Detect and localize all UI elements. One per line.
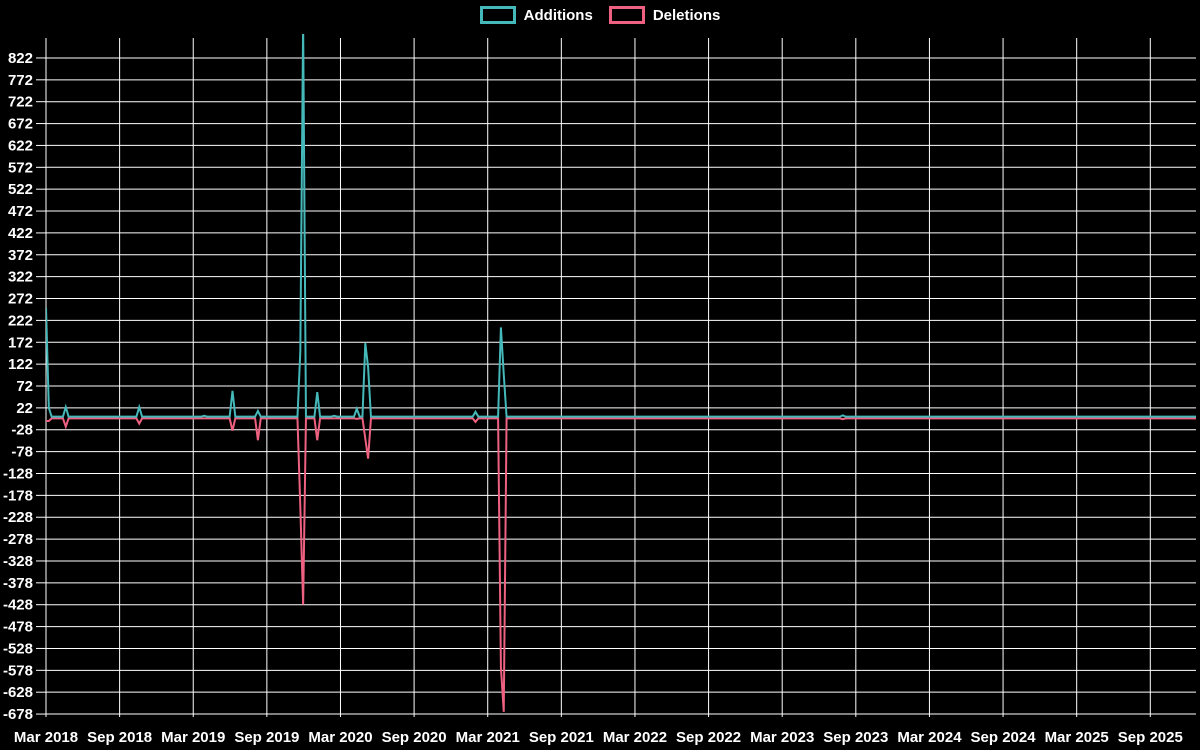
y-tick-label: 772 [8, 72, 33, 89]
y-tick-label: 472 [8, 203, 33, 220]
x-tick-label: Mar 2019 [161, 729, 225, 746]
x-tick-label: Sep 2022 [676, 729, 741, 746]
y-tick-label: -528 [3, 640, 33, 657]
y-tick-label: 522 [8, 181, 33, 198]
x-tick-label: Sep 2025 [1118, 729, 1183, 746]
y-tick-label: 722 [8, 94, 33, 111]
y-tick-label: -78 [11, 444, 33, 461]
y-tick-label: 22 [16, 400, 33, 417]
y-tick-label: -428 [3, 597, 33, 614]
y-tick-label: -228 [3, 509, 33, 526]
deletions-line [46, 417, 1196, 712]
y-tick-label: 72 [16, 378, 33, 395]
x-tick-label: Mar 2018 [14, 729, 78, 746]
y-tick-label: -28 [11, 422, 33, 439]
y-tick-label: -578 [3, 662, 33, 679]
y-tick-label: 322 [8, 269, 33, 286]
y-tick-label: 672 [8, 116, 33, 133]
y-tick-label: 172 [8, 334, 33, 351]
x-tick-label: Sep 2023 [823, 729, 888, 746]
x-tick-label: Sep 2018 [87, 729, 152, 746]
y-tick-label: 422 [8, 225, 33, 242]
y-tick-label: 272 [8, 291, 33, 308]
y-tick-label: 222 [8, 312, 33, 329]
x-tick-label: Mar 2024 [897, 729, 962, 746]
x-tick-label: Mar 2020 [308, 729, 372, 746]
x-tick-label: Mar 2021 [456, 729, 520, 746]
deletions-swatch [608, 6, 645, 24]
y-tick-label: -278 [3, 531, 33, 548]
x-tick-label: Mar 2022 [603, 729, 667, 746]
x-tick-label: Sep 2019 [234, 729, 299, 746]
y-tick-label: -378 [3, 575, 33, 592]
y-tick-label: -678 [3, 706, 33, 723]
y-tick-label: 622 [8, 137, 33, 154]
y-tick-label: -478 [3, 619, 33, 636]
y-tick-label: -128 [3, 465, 33, 482]
y-tick-label: 822 [8, 50, 33, 67]
y-tick-label: 572 [8, 159, 33, 176]
y-tick-label: -178 [3, 487, 33, 504]
y-tick-label: 122 [8, 356, 33, 373]
x-tick-label: Sep 2021 [529, 729, 594, 746]
y-tick-label: 372 [8, 247, 33, 264]
y-tick-label: -628 [3, 684, 33, 701]
x-tick-label: Mar 2025 [1045, 729, 1109, 746]
x-tick-label: Sep 2020 [382, 729, 447, 746]
legend-item-additions[interactable]: Additions [479, 6, 593, 24]
x-tick-label: Mar 2023 [750, 729, 814, 746]
additions-line [46, 34, 1196, 418]
x-tick-label: Sep 2024 [971, 729, 1037, 746]
legend-item-deletions[interactable]: Deletions [608, 6, 721, 24]
chart-legend: Additions Deletions [0, 6, 1200, 24]
deletions-legend-label: Deletions [652, 6, 721, 24]
additions-legend-label: Additions [523, 6, 593, 24]
additions-swatch [479, 6, 516, 24]
y-tick-label: -328 [3, 553, 33, 570]
